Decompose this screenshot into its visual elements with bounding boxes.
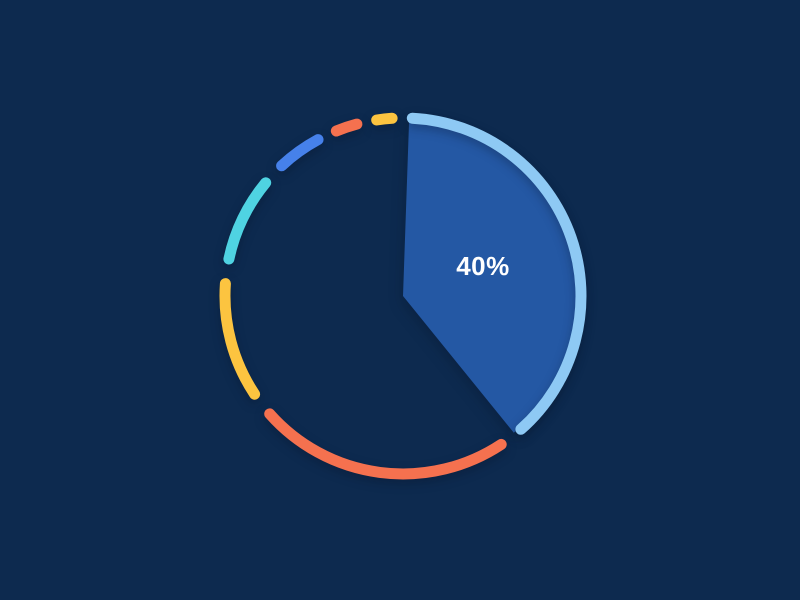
ring-segment-coral-arc-bottom bbox=[264, 408, 507, 480]
ring-segment-coral-dash bbox=[330, 118, 363, 137]
ring-segment-yellow-arc-left bbox=[219, 278, 261, 400]
pie-slice bbox=[403, 120, 580, 433]
ring-segment-lightblue-outline-arc bbox=[406, 112, 587, 435]
ring-segment-yellow-dash bbox=[371, 112, 398, 126]
ring-segment-teal-arc-upper-left bbox=[223, 177, 272, 265]
ring-segments bbox=[219, 112, 587, 480]
slice-label: 40% bbox=[456, 251, 510, 281]
ring-segment-blue-dash bbox=[276, 134, 324, 172]
